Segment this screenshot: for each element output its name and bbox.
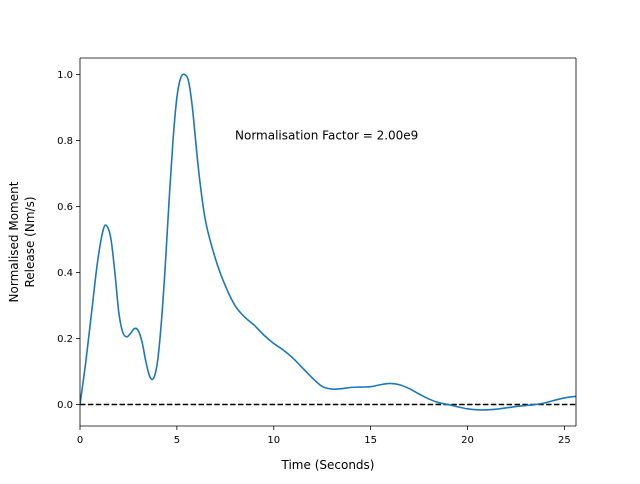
normalisation-factor-annotation: Normalisation Factor = 2.00e9: [235, 129, 418, 143]
plot-area: [80, 58, 576, 426]
y-tick-label: 0.4: [57, 268, 73, 279]
x-tick-label: 20: [461, 435, 474, 446]
y-axis-label-line: Normalised Moment: [7, 181, 21, 302]
y-tick-label: 1.0: [57, 70, 73, 81]
y-tick-label: 0.6: [57, 202, 73, 213]
y-tick-label: 0.8: [57, 136, 73, 147]
y-axis-label-line: Release (Nm/s): [23, 196, 37, 287]
x-axis-label: Time (Seconds): [281, 458, 375, 472]
x-tick-label: 15: [364, 435, 377, 446]
y-axis-label: Normalised Moment Release (Nm/s): [7, 181, 37, 302]
x-tick-label: 0: [77, 435, 83, 446]
x-tick-label: 5: [174, 435, 180, 446]
plot-group: 0 5 10 15 20 25 0.0 0.2 0.4 0.6 0.8 1.0 Time (Second…: [7, 57, 577, 472]
series-line-0: [80, 73, 576, 411]
y-tick-label: 0.2: [57, 334, 73, 345]
x-tick-label: 10: [267, 435, 280, 446]
x-tick-label: 25: [558, 435, 571, 446]
y-tick-label: 0.0: [57, 400, 73, 411]
